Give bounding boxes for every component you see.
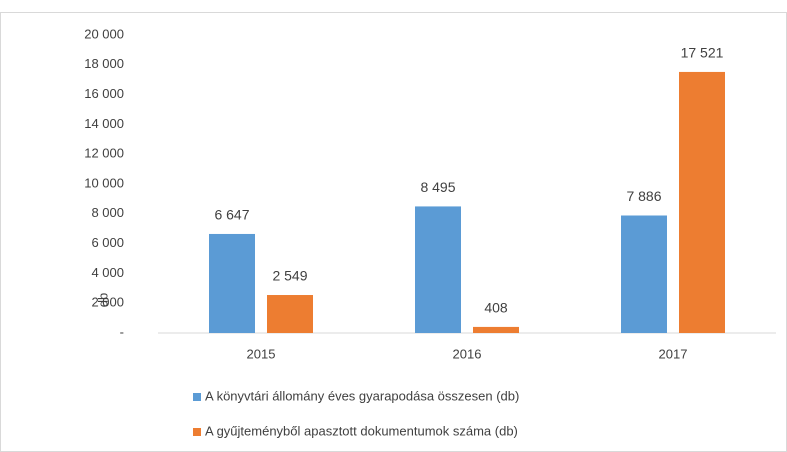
data-label: 17 521 [681,45,724,61]
y-tick-label: 2 000 [91,295,124,310]
bar [621,215,667,333]
y-tick-label: - [120,324,124,339]
legend-label: A gyűjteményből apasztott dokumentumok s… [205,423,518,438]
y-tick-label: 4 000 [91,265,124,280]
x-tick-label: 2016 [453,346,482,361]
bar [209,233,255,333]
bar [679,71,725,333]
data-label: 7 886 [626,188,661,204]
y-tick-label: 6 000 [91,235,124,250]
legend-swatch [193,428,201,436]
y-tick-label: 8 000 [91,205,124,220]
x-tick-label: 2015 [247,346,276,361]
y-tick-label: 10 000 [84,175,124,190]
legend-label: A könyvtári állomány éves gyarapodása ös… [205,388,519,403]
data-label: 8 495 [420,179,455,195]
y-axis-label: db [95,293,110,307]
bar [267,295,313,333]
bar [473,326,519,333]
y-tick-label: 16 000 [84,86,124,101]
bar [415,206,461,333]
x-tick-label: 2017 [659,346,688,361]
legend-swatch [193,393,201,401]
y-tick-label: 12 000 [84,146,124,161]
chart-border [0,12,787,452]
data-label: 2 549 [272,268,307,284]
data-label: 6 647 [214,207,249,223]
y-tick-label: 20 000 [84,26,124,41]
data-label: 408 [484,300,508,316]
y-tick-label: 18 000 [84,56,124,71]
y-tick-label: 14 000 [84,116,124,131]
